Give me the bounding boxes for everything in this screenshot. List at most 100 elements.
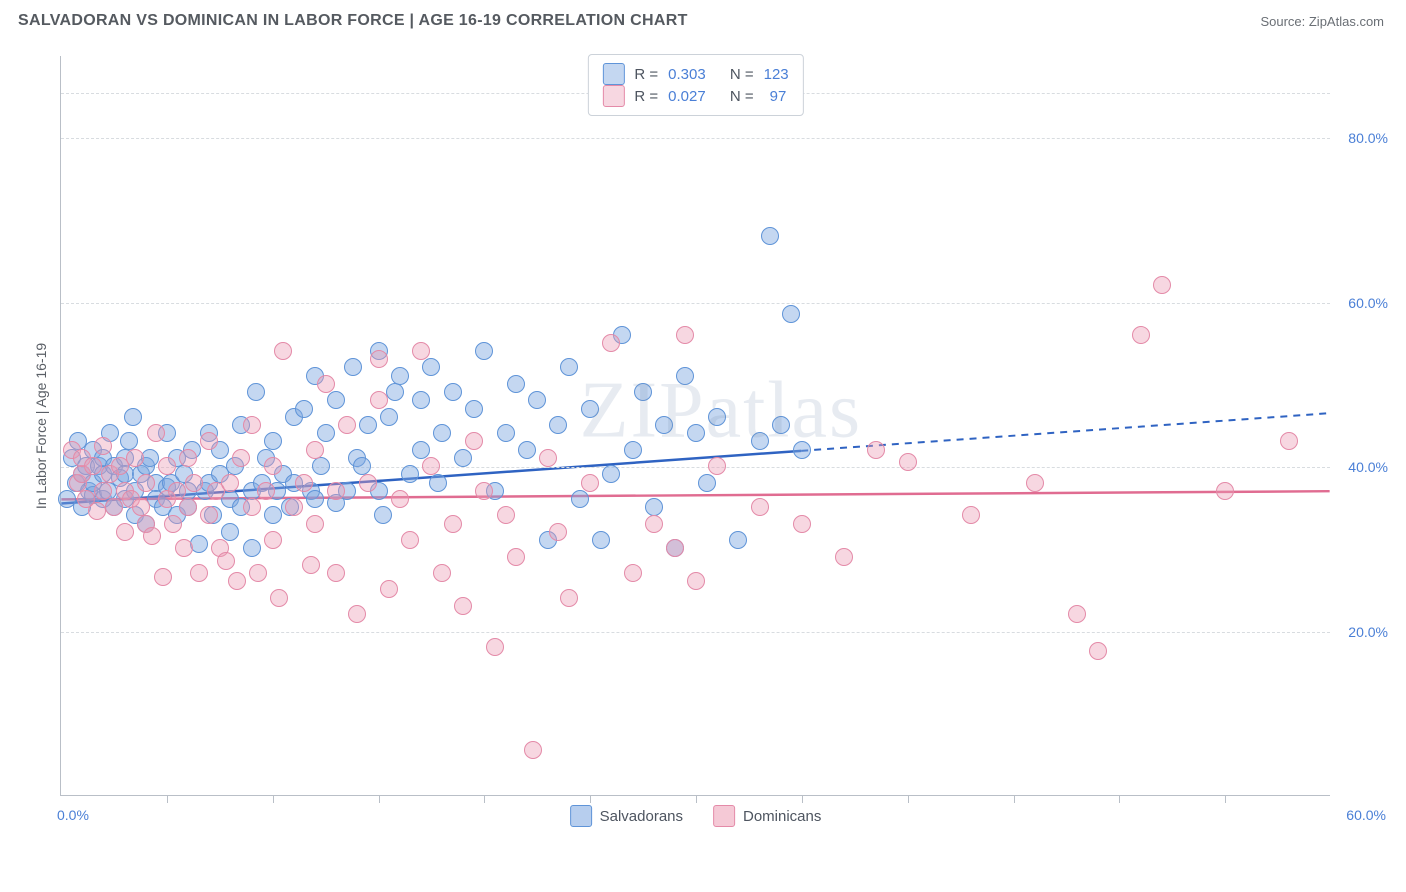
data-point [391,490,409,508]
data-point [666,539,684,557]
data-point [147,424,165,442]
data-point [243,539,261,557]
data-point [645,498,663,516]
data-point [475,342,493,360]
data-point [549,416,567,434]
data-point [676,326,694,344]
data-point [592,531,610,549]
data-point [507,548,525,566]
data-point [581,474,599,492]
data-point [602,334,620,352]
data-point [306,490,324,508]
data-point [401,465,419,483]
data-point [380,408,398,426]
data-point [465,432,483,450]
data-point [624,441,642,459]
data-point [243,416,261,434]
data-point [497,424,515,442]
data-point [317,375,335,393]
data-point [676,367,694,385]
data-point [312,457,330,475]
data-point [962,506,980,524]
data-point [433,424,451,442]
r-label: R = [634,88,658,105]
data-point [327,391,345,409]
data-point [132,498,150,516]
data-point [88,502,106,520]
data-point [899,453,917,471]
data-point [295,474,313,492]
legend-item-salvadorans: Salvadorans [570,805,683,827]
data-point [444,515,462,533]
data-point [571,490,589,508]
data-point [317,424,335,442]
data-point [412,391,430,409]
data-point [353,457,371,475]
data-point [264,531,282,549]
data-point [306,515,324,533]
data-point [154,568,172,586]
n-value-dominicans: 97 [764,88,787,105]
data-point [433,564,451,582]
data-point [708,457,726,475]
data-point [257,482,275,500]
chart-header: SALVADORAN VS DOMINICAN IN LABOR FORCE |… [0,0,1406,40]
data-point [412,342,430,360]
data-point [729,531,747,549]
gridline [61,138,1330,139]
data-point [179,498,197,516]
data-point [143,527,161,545]
legend-swatch-icon [570,805,592,827]
data-point [475,482,493,500]
x-tick [273,795,274,803]
x-tick [1225,795,1226,803]
x-tick [908,795,909,803]
data-point [751,498,769,516]
data-point [327,564,345,582]
data-point [243,498,261,516]
data-point [401,531,419,549]
n-value-salvadorans: 123 [764,66,789,83]
data-point [327,482,345,500]
data-point [867,441,885,459]
gridline [61,632,1330,633]
data-point [1153,276,1171,294]
data-point [422,358,440,376]
x-tick [1119,795,1120,803]
y-tick-label: 60.0% [1348,295,1388,311]
data-point [645,515,663,533]
r-label: R = [634,66,658,83]
data-point [465,400,483,418]
data-point [539,449,557,467]
n-label: N = [730,88,754,105]
data-point [164,515,182,533]
x-tick [484,795,485,803]
data-point [380,580,398,598]
data-point [190,564,208,582]
data-point [386,383,404,401]
r-value-salvadorans: 0.303 [668,66,706,83]
data-point [528,391,546,409]
data-point [687,424,705,442]
data-point [185,474,203,492]
data-point [84,457,102,475]
data-point [168,482,186,500]
source-label: Source: ZipAtlas.com [1260,14,1384,29]
n-label: N = [730,66,754,83]
x-tick [802,795,803,803]
legend-swatch-salvadorans [602,63,624,85]
legend-row-dominicans: R = 0.027 N = 97 [602,85,788,107]
data-point [524,741,542,759]
data-point [793,441,811,459]
data-point [1132,326,1150,344]
y-tick-label: 20.0% [1348,624,1388,640]
data-point [232,449,250,467]
data-point [94,482,112,500]
data-point [391,367,409,385]
data-point [264,432,282,450]
data-point [137,474,155,492]
data-point [116,523,134,541]
data-point [228,572,246,590]
data-point [602,465,620,483]
y-axis-label: In Labor Force | Age 16-19 [33,342,49,508]
